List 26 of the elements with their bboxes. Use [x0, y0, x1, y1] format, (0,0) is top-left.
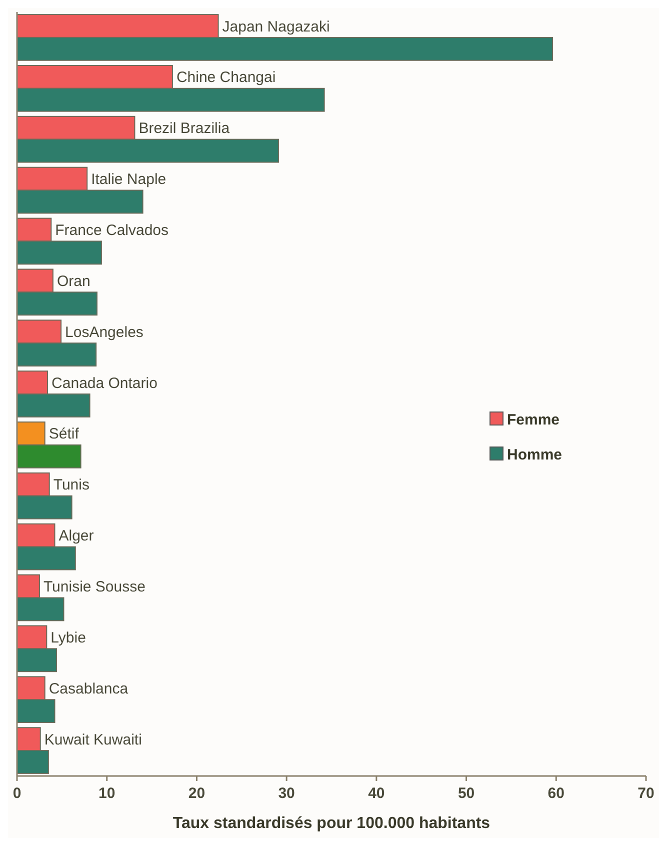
x-tick-label: 20 [188, 785, 206, 802]
y-tick-label: Italie Naple [91, 171, 166, 188]
legend-label: Femme [507, 411, 560, 428]
x-tick-label: 70 [638, 785, 654, 802]
y-tick-label: Oran [56, 272, 90, 290]
y-tick-label: Canada Ontario [52, 374, 158, 392]
y-tick-label: Sétif [48, 426, 80, 443]
x-tick-label: 60 [548, 785, 564, 802]
legend-label: Homme [507, 446, 562, 464]
x-tick-label: 30 [278, 785, 295, 802]
y-tick-label: Lybie [50, 629, 86, 646]
y-tick-label: Chine Changai [176, 69, 276, 86]
x-tick-label: 40 [368, 785, 385, 802]
y-tick-label: Tunisie Sousse [43, 578, 146, 596]
y-tick-label: Alger [58, 528, 94, 545]
x-tick-label: 50 [458, 785, 475, 802]
y-tick-label: Kuwait Kuwaiti [44, 731, 142, 748]
x-axis-title: Taux standardisés pour 100.000 habitants [172, 815, 490, 832]
y-tick-label: LosAngeles [65, 324, 144, 341]
y-tick-label: France Calvados [55, 222, 169, 239]
y-tick-label: Tunis [53, 476, 90, 494]
y-tick-label: Japan Nagazaki [222, 18, 330, 36]
y-tick-label: Casablanca [48, 680, 129, 698]
x-tick-label: 0 [12, 785, 22, 802]
y-tick-label: Brezil Brazilia [138, 120, 230, 138]
x-tick-label: 10 [98, 785, 116, 802]
